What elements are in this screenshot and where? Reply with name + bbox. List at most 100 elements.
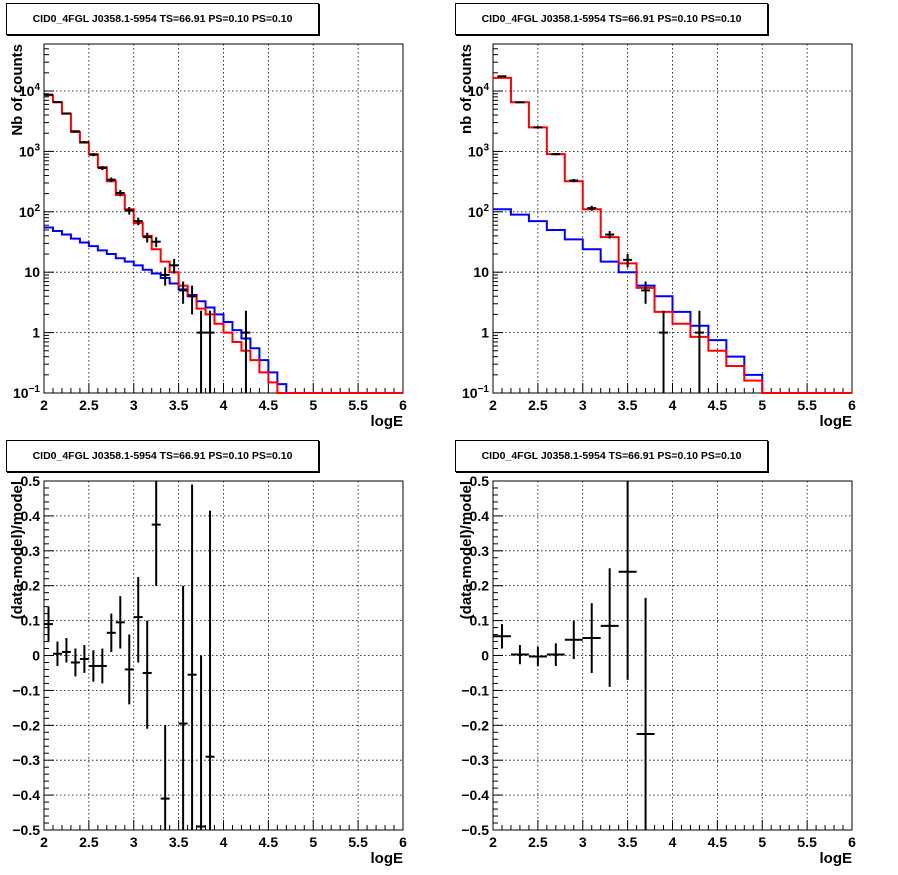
histogram-series — [493, 76, 852, 394]
y-axis-label: Nb of counts — [9, 44, 26, 136]
x-tick-label: 4.5 — [259, 834, 279, 850]
data-point — [106, 177, 116, 183]
data-point — [142, 232, 152, 243]
axes: 2 2.5 3 3.5 4 4.5 5 5.5 6 −0.5 −0.4 −0.3 −0.2 −0.1 0 0.… — [458, 473, 856, 867]
residual-point — [97, 648, 107, 684]
x-tick-label: 3 — [579, 397, 587, 413]
plot-frame — [43, 43, 404, 394]
data-point — [659, 310, 669, 393]
x-tick-label: 3.5 — [618, 397, 638, 413]
x-tick-label: 3.5 — [618, 834, 638, 850]
residual-point — [493, 624, 511, 649]
x-tick-label: 6 — [399, 834, 407, 850]
y-tick-label: 10−1 — [462, 384, 489, 401]
x-tick-label: 2.5 — [79, 397, 99, 413]
x-tick-label: 3 — [130, 834, 138, 850]
y-tick-label: −0.2 — [12, 717, 40, 733]
data-point — [241, 310, 251, 393]
data-point — [88, 153, 98, 157]
y-tick-label: 0.5 — [21, 473, 41, 489]
x-tick-label: 5.5 — [348, 397, 368, 413]
spectrum-chart: 2 2.5 3 3.5 4 4.5 5 5.5 6 10−1 1 10 102 103 104 logE Nb … — [9, 43, 407, 430]
x-axis-label: logE — [371, 413, 404, 430]
data-point — [124, 207, 134, 215]
residual-chart: 2 2.5 3 3.5 4 4.5 5 5.5 6 −0.5 −0.4 −0.3 −0.2 −0.1 0 0.… — [9, 473, 407, 867]
residual-point — [187, 484, 197, 830]
grid — [44, 44, 403, 393]
residual-point — [546, 643, 565, 666]
data-point — [97, 166, 107, 171]
grid — [44, 481, 403, 830]
chart-title: CID0_4FGL J0358.1-5954 TS=66.91 PS=0.10 … — [6, 440, 319, 472]
data-point — [641, 281, 651, 304]
x-axis-label: logE — [371, 850, 404, 867]
residual-point — [528, 646, 547, 666]
plot-frame — [492, 43, 853, 394]
x-tick-label: 4.5 — [259, 397, 279, 413]
plot-data — [493, 75, 852, 394]
data-point — [151, 237, 161, 248]
data-point — [551, 153, 561, 156]
x-tick-label: 5 — [758, 397, 766, 413]
plot-frame — [43, 480, 404, 831]
grid — [493, 44, 852, 393]
axes: 2 2.5 3 3.5 4 4.5 5 5.5 6 10−1 1 10 102 103 104 logE nb … — [458, 43, 856, 430]
x-tick-label: 6 — [399, 397, 407, 413]
data-point — [515, 101, 525, 104]
residual-point — [196, 655, 206, 830]
x-tick-label: 4 — [220, 397, 228, 413]
data-point — [169, 259, 179, 274]
x-tick-label: 2.5 — [79, 834, 99, 850]
y-tick-label: 0.2 — [470, 578, 490, 594]
y-axis-label: (data-model)/model — [458, 481, 475, 619]
data-point — [115, 189, 125, 197]
data-point — [160, 267, 170, 286]
residual-point — [133, 576, 143, 663]
y-tick-label: 0.4 — [21, 508, 41, 524]
plot-data — [44, 481, 215, 830]
data-point — [79, 140, 89, 144]
x-tick-label: 3 — [579, 834, 587, 850]
residual-point — [600, 568, 619, 687]
residual-point — [582, 603, 601, 673]
chart-title: CID0_4FGL J0358.1-5954 TS=66.91 PS=0.10 … — [455, 440, 768, 472]
residual-point — [115, 596, 125, 649]
grid — [493, 481, 852, 830]
x-axis-label: logE — [820, 850, 853, 867]
x-tick-label: 4 — [669, 834, 677, 850]
x-tick-label: 2.5 — [528, 397, 548, 413]
axes: 2 2.5 3 3.5 4 4.5 5 5.5 6 10−1 1 10 102 103 104 logE Nb … — [9, 43, 407, 430]
pad-bottom-left: 2 2.5 3 3.5 4 4.5 5 5.5 6 −0.5 −0.4 −0.3 −0.2 −0.1 0 0.… — [0, 437, 449, 875]
residual-point — [151, 481, 161, 586]
x-tick-label: 2 — [489, 834, 497, 850]
x-axis-label: logE — [820, 413, 853, 430]
x-tick-label: 5 — [309, 397, 317, 413]
residual-point — [52, 641, 62, 666]
x-tick-label: 5 — [309, 834, 317, 850]
data-point — [61, 112, 71, 115]
residual-point — [106, 613, 116, 653]
x-tick-label: 6 — [848, 834, 856, 850]
y-tick-label: 10 — [473, 264, 489, 280]
plot-frame — [492, 480, 853, 831]
y-tick-label: 104 — [19, 82, 41, 99]
data-point — [569, 178, 579, 183]
y-tick-label: −0.2 — [461, 717, 489, 733]
data-point — [694, 310, 704, 393]
x-tick-label: 3.5 — [169, 834, 189, 850]
pad-top-left: 2 2.5 3 3.5 4 4.5 5 5.5 6 10−1 1 10 102 103 104 logE Nb … — [0, 0, 449, 437]
y-tick-label: 0.3 — [470, 543, 490, 559]
x-tick-label: 3.5 — [169, 397, 189, 413]
y-axis-label: (data-model)/model — [9, 481, 26, 619]
residual-point — [564, 620, 583, 659]
x-tick-label: 2 — [489, 397, 497, 413]
y-tick-label: −0.1 — [461, 682, 489, 698]
data-point — [623, 254, 633, 268]
data-point — [605, 231, 615, 239]
x-tick-label: 5.5 — [348, 834, 368, 850]
chart-title: CID0_4FGL J0358.1-5954 TS=66.91 PS=0.10 … — [455, 3, 768, 35]
x-tick-label: 4.5 — [708, 834, 728, 850]
data-point — [196, 310, 206, 393]
residual-point — [61, 638, 71, 663]
residual-point — [70, 648, 80, 677]
